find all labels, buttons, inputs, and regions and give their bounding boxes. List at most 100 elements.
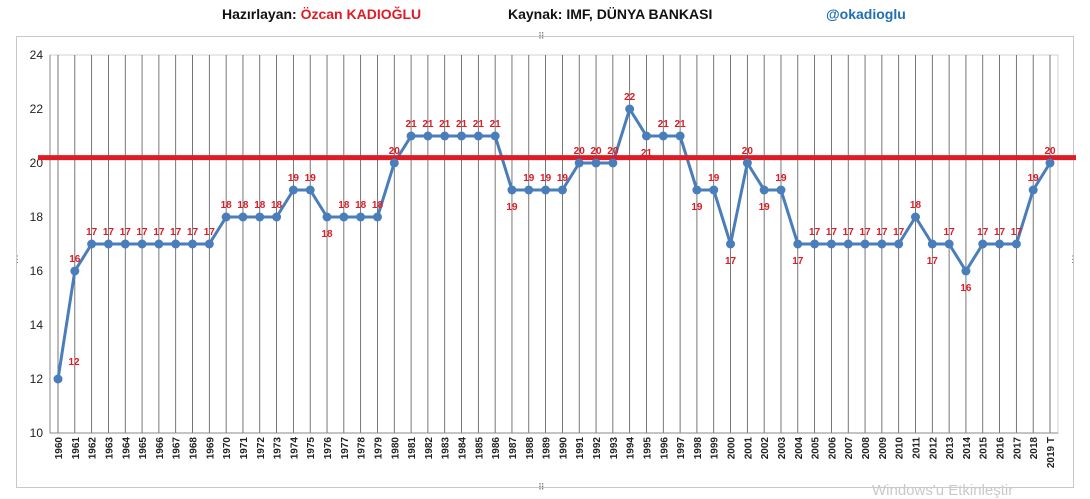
x-tick-1995: 1995 — [642, 437, 653, 460]
data-label-2012: 17 — [927, 256, 939, 267]
x-tick-2008: 2008 — [861, 437, 872, 460]
data-point-2004 — [793, 240, 802, 249]
data-label-1968: 17 — [187, 227, 199, 238]
data-label-1966: 17 — [153, 227, 165, 238]
data-label-1973: 18 — [271, 200, 283, 211]
data-label-1972: 18 — [254, 200, 266, 211]
data-point-1970 — [222, 213, 231, 222]
data-point-1999 — [709, 186, 718, 195]
data-label-2007: 17 — [843, 227, 855, 238]
y-tick-14: 14 — [30, 318, 44, 332]
x-tick-1976: 1976 — [323, 437, 334, 460]
data-point-1991 — [575, 159, 584, 168]
data-point-1992 — [592, 159, 601, 168]
data-label-1980: 20 — [389, 146, 401, 157]
data-label-1965: 17 — [137, 227, 149, 238]
data-label-1995: 21 — [641, 148, 653, 159]
data-label-2013: 17 — [944, 227, 956, 238]
x-tick-1990: 1990 — [558, 437, 569, 460]
data-point-1974 — [289, 186, 298, 195]
x-tick-1986: 1986 — [491, 437, 502, 460]
x-tick-1989: 1989 — [542, 437, 553, 460]
data-point-1967 — [171, 240, 180, 249]
x-tick-1992: 1992 — [592, 437, 603, 460]
data-point-1969 — [205, 240, 214, 249]
data-point-2001 — [743, 159, 752, 168]
x-tick-2009: 2009 — [878, 437, 889, 460]
data-point-1997 — [676, 132, 685, 141]
data-point-1995 — [642, 132, 651, 141]
data-point-1987 — [507, 186, 516, 195]
data-label-2004: 17 — [792, 256, 804, 267]
data-label-1978: 18 — [355, 200, 367, 211]
x-tick-2002: 2002 — [760, 437, 771, 460]
data-point-2003 — [776, 186, 785, 195]
data-label-2019-t: 20 — [1044, 146, 1056, 157]
data-point-2009 — [877, 240, 886, 249]
data-point-1982 — [423, 132, 432, 141]
data-label-2008: 17 — [859, 227, 871, 238]
data-label-1997: 21 — [675, 119, 687, 130]
x-tick-1988: 1988 — [525, 437, 536, 460]
x-tick-1981: 1981 — [407, 437, 418, 460]
data-point-2019-t — [1046, 159, 1055, 168]
data-point-2005 — [810, 240, 819, 249]
x-tick-1971: 1971 — [239, 437, 250, 460]
x-tick-2019-t: 2019 T — [1046, 437, 1057, 468]
data-point-2002 — [760, 186, 769, 195]
data-label-1994: 22 — [624, 92, 636, 103]
data-point-2011 — [911, 213, 920, 222]
data-label-2018: 19 — [1028, 173, 1040, 184]
data-label-1960: 12 — [68, 357, 80, 368]
data-label-1967: 17 — [170, 227, 182, 238]
x-tick-2007: 2007 — [844, 437, 855, 460]
x-tick-2016: 2016 — [996, 437, 1007, 460]
data-label-1970: 18 — [221, 200, 233, 211]
x-tick-1999: 1999 — [710, 437, 721, 460]
x-tick-1993: 1993 — [609, 437, 620, 460]
y-tick-12: 12 — [30, 372, 44, 386]
data-point-1966 — [154, 240, 163, 249]
x-tick-1975: 1975 — [306, 437, 317, 460]
x-tick-2015: 2015 — [979, 437, 990, 460]
y-tick-10: 10 — [30, 426, 44, 440]
data-label-1998: 19 — [691, 202, 703, 213]
data-point-1996 — [659, 132, 668, 141]
x-tick-1997: 1997 — [676, 437, 687, 460]
data-point-1971 — [238, 213, 247, 222]
x-tick-1994: 1994 — [626, 437, 637, 460]
data-label-1962: 17 — [86, 227, 98, 238]
data-label-1984: 21 — [456, 119, 468, 130]
x-tick-1962: 1962 — [88, 437, 99, 460]
data-label-2003: 19 — [775, 173, 787, 184]
data-point-1972 — [255, 213, 264, 222]
data-point-2008 — [861, 240, 870, 249]
data-point-1960 — [54, 375, 63, 384]
data-label-1992: 20 — [590, 146, 602, 157]
data-point-2006 — [827, 240, 836, 249]
data-label-2017: 17 — [1011, 227, 1023, 238]
x-tick-2005: 2005 — [811, 437, 822, 460]
y-tick-16: 16 — [30, 264, 44, 278]
data-point-2014 — [961, 267, 970, 276]
x-tick-1979: 1979 — [373, 437, 384, 460]
data-point-1961 — [70, 267, 79, 276]
x-tick-1996: 1996 — [659, 437, 670, 460]
data-label-1991: 20 — [574, 146, 586, 157]
data-point-1976 — [323, 213, 332, 222]
data-point-1977 — [339, 213, 348, 222]
data-label-1969: 17 — [204, 227, 216, 238]
x-tick-2003: 2003 — [777, 437, 788, 460]
data-point-1998 — [692, 186, 701, 195]
x-tick-1987: 1987 — [508, 437, 519, 460]
data-label-1975: 19 — [305, 173, 317, 184]
data-point-1989 — [541, 186, 550, 195]
data-label-2014: 16 — [960, 283, 972, 294]
data-point-2016 — [995, 240, 1004, 249]
x-tick-1998: 1998 — [693, 437, 704, 460]
x-tick-1985: 1985 — [474, 437, 485, 460]
data-point-2010 — [894, 240, 903, 249]
x-tick-1980: 1980 — [390, 437, 401, 460]
data-point-2007 — [844, 240, 853, 249]
data-point-2015 — [978, 240, 987, 249]
